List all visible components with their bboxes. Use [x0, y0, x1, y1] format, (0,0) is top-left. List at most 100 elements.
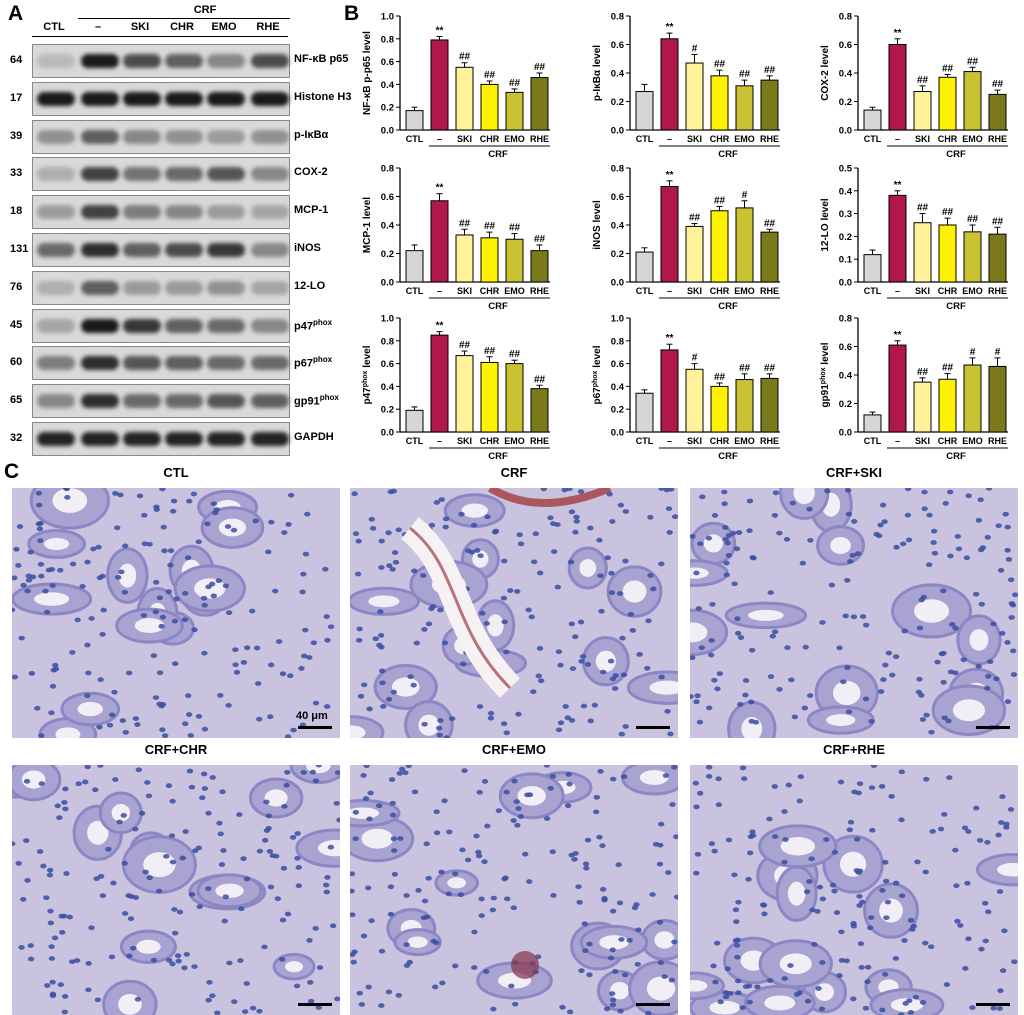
bar — [430, 200, 449, 283]
category-label: RHE — [760, 134, 779, 144]
histology-title: CRF+EMO — [482, 742, 546, 757]
y-axis-label-sup: phox — [362, 370, 369, 387]
blot-protein-label: NF-κB p65 — [294, 53, 348, 65]
y-tick-label: 0.0 — [381, 278, 394, 289]
bar — [963, 71, 982, 131]
histology-title: CRF — [500, 465, 528, 480]
y-tick-label: 0.2 — [611, 405, 624, 416]
y-tick-label: 0.4 — [839, 69, 853, 80]
significance-marker: ** — [894, 330, 902, 341]
bar — [530, 250, 549, 283]
protein-band — [81, 432, 119, 446]
lane-label: CHR — [170, 21, 194, 33]
y-tick-label: 0.4 — [839, 371, 853, 382]
lane-label: CTL — [43, 21, 65, 33]
bar — [913, 91, 932, 131]
protein-band — [37, 91, 75, 106]
protein-name: p67 — [294, 358, 313, 371]
protein-band — [165, 167, 203, 182]
significance-marker: ## — [714, 195, 726, 206]
blot-protein-label: p47phox — [294, 318, 332, 333]
y-tick-label: 0.6 — [611, 192, 624, 203]
bar — [405, 409, 424, 433]
category-label: – — [895, 286, 900, 296]
category-label: CTL — [864, 134, 882, 144]
lane-divider — [32, 36, 288, 41]
protein-band — [81, 54, 119, 68]
protein-band — [81, 91, 119, 106]
y-tick-label: 0.4 — [839, 186, 853, 197]
category-label: SKI — [457, 286, 472, 296]
category-label: – — [895, 436, 900, 446]
protein-band — [165, 91, 203, 106]
y-tick-label: 0.8 — [611, 12, 624, 23]
significance-marker: ## — [509, 349, 521, 360]
protein-band — [165, 394, 203, 409]
protein-band — [37, 205, 75, 220]
significance-marker: ## — [534, 374, 546, 385]
significance-marker: ## — [689, 213, 701, 224]
y-tick-label: 0.6 — [381, 359, 394, 370]
bar-chart: 0.0 0.2 0.4 0.6 0.8 COX-2 level CTL ** – ## SKI ## C… — [820, 12, 1008, 160]
bar — [888, 44, 907, 131]
significance-marker: ## — [509, 78, 521, 89]
y-tick-label: 0.6 — [381, 57, 394, 68]
category-label: EMO — [734, 134, 755, 144]
bar — [635, 91, 654, 131]
group-label: CRF — [488, 301, 508, 312]
scale-bar — [298, 726, 332, 729]
protein-band — [165, 318, 203, 333]
y-tick-label: 0.0 — [381, 428, 394, 439]
category-label: SKI — [687, 286, 702, 296]
significance-marker: # — [692, 353, 698, 364]
significance-marker: ** — [666, 22, 674, 33]
y-tick-label: 1.0 — [611, 314, 624, 325]
y-tick-label: 0.0 — [381, 126, 394, 137]
y-tick-label: 1.0 — [381, 12, 394, 23]
y-axis-label: 12-LO level — [820, 198, 831, 252]
significance-marker: ** — [436, 321, 444, 332]
category-label: RHE — [988, 436, 1007, 446]
protein-band — [207, 54, 245, 68]
blot-protein-label: Histone H3 — [294, 91, 351, 103]
scale-bar — [636, 1003, 670, 1006]
y-axis-label-suffix: level — [820, 342, 831, 367]
blot-protein-label: gp91phox — [294, 393, 339, 408]
bar — [735, 379, 754, 433]
histology-title: CRF+SKI — [826, 465, 882, 480]
category-label: CHR — [938, 286, 958, 296]
category-label: SKI — [915, 286, 930, 296]
category-label: SKI — [457, 134, 472, 144]
y-tick-label: 0.8 — [611, 164, 624, 175]
protein-band — [37, 280, 75, 295]
y-tick-label: 0.5 — [839, 164, 853, 175]
category-label: RHE — [988, 286, 1007, 296]
bar — [710, 385, 729, 433]
bar-chart: 0.0 0.2 0.4 0.6 0.8 iNOS level CTL ** – ## SKI ## CH… — [592, 164, 780, 312]
significance-marker: # — [995, 347, 1001, 358]
bar — [710, 75, 729, 131]
category-label: CTL — [406, 286, 424, 296]
protein-band — [123, 54, 161, 68]
category-label: – — [667, 134, 672, 144]
y-tick-label: 0.2 — [611, 97, 624, 108]
y-tick-label: 0.3 — [839, 209, 852, 220]
significance-marker: ## — [459, 218, 471, 229]
protein-name: iNOS — [294, 242, 321, 254]
y-tick-label: 0.4 — [611, 221, 625, 232]
histology-micrograph — [690, 488, 1018, 738]
bar — [405, 110, 424, 131]
category-label: CTL — [636, 436, 654, 446]
bar-chart-grid: 0.0 0.2 0.4 0.6 0.8 1.0 NF-κB p-p65 level CTL **… — [362, 12, 1008, 460]
category-label: – — [667, 436, 672, 446]
lane-label: SKI — [130, 21, 150, 33]
category-label: CHR — [480, 436, 500, 446]
bar — [480, 361, 499, 433]
y-tick-label: 0.2 — [381, 249, 394, 260]
significance-marker: ## — [714, 372, 726, 383]
scale-bar — [636, 726, 670, 729]
scale-bar — [976, 726, 1010, 729]
significance-marker: ## — [534, 62, 546, 73]
y-tick-label: 0.0 — [839, 278, 852, 289]
crf-group-label: CRF — [193, 4, 217, 16]
